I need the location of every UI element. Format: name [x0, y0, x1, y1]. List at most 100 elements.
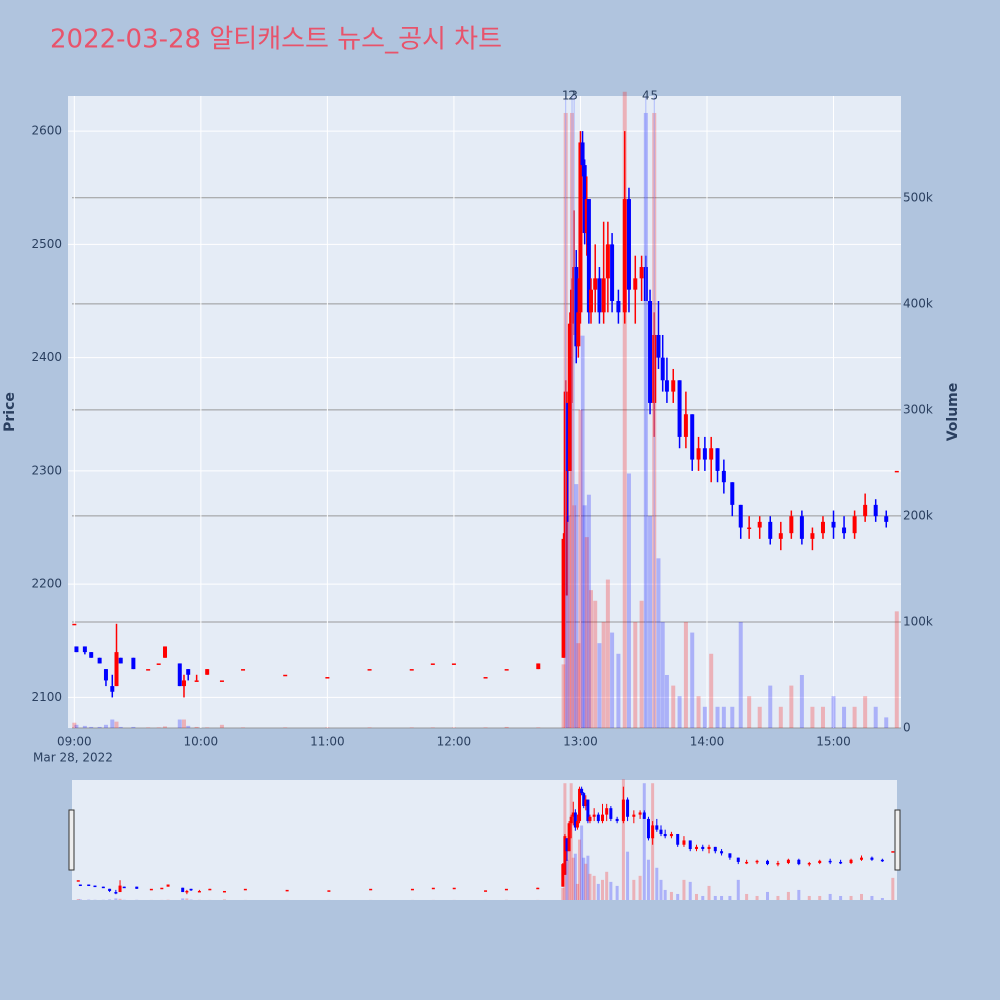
- candle-body: [842, 527, 847, 534]
- candle-body: [569, 816, 573, 824]
- volume-bar: [78, 899, 82, 900]
- volume-bar: [76, 898, 80, 900]
- candle-body: [452, 887, 456, 890]
- volume-bar: [72, 722, 77, 728]
- candle-body: [181, 680, 186, 687]
- candle-body: [609, 808, 613, 819]
- slider-handle[interactable]: [68, 809, 75, 871]
- volume-bar: [610, 632, 615, 728]
- candle-body: [677, 380, 682, 437]
- volume-bar: [580, 335, 585, 728]
- candle-body: [807, 863, 811, 865]
- candle-body: [682, 840, 686, 845]
- candle-body: [621, 799, 625, 822]
- candle-body: [820, 521, 825, 534]
- candle-body: [327, 890, 331, 892]
- volume-bar: [660, 621, 665, 728]
- y2-tick-label: 100k: [903, 614, 933, 628]
- volume-bar: [655, 867, 659, 900]
- volume-bar: [842, 706, 847, 728]
- candle-body: [565, 402, 570, 471]
- candle-body: [701, 846, 705, 850]
- volume-bar: [575, 883, 579, 900]
- candle-body: [755, 860, 759, 863]
- candle-body: [563, 836, 567, 875]
- candle-body: [561, 864, 565, 887]
- volume-bar: [573, 853, 577, 900]
- volume-bar: [609, 881, 613, 900]
- candle-body: [715, 448, 720, 471]
- volume-bar: [451, 727, 456, 728]
- candle-body: [588, 816, 592, 822]
- volume-bar: [639, 600, 644, 728]
- volume-bar: [659, 879, 663, 900]
- candle-body: [633, 278, 638, 290]
- volume-bar: [596, 883, 600, 900]
- volume-bar: [656, 558, 661, 728]
- candle-body: [536, 663, 541, 670]
- volume-bar: [592, 875, 596, 900]
- candle-body: [189, 888, 193, 891]
- volume-bar: [582, 857, 586, 900]
- volume-bar: [177, 719, 182, 728]
- candle-body: [651, 825, 655, 839]
- candle-body: [757, 521, 762, 528]
- candle-body: [76, 880, 80, 882]
- volume-bar: [786, 891, 790, 900]
- candle-body: [97, 657, 102, 664]
- range-slider[interactable]: [72, 780, 897, 900]
- candle-body: [683, 414, 688, 437]
- volume-bar: [325, 727, 330, 728]
- y-tick-label: 2400: [31, 350, 62, 364]
- volume-bar: [219, 724, 224, 728]
- candle-body: [578, 142, 583, 313]
- candle-body: [451, 663, 456, 665]
- volume-bar: [430, 727, 435, 728]
- volume-bar: [582, 505, 587, 728]
- candle-body: [367, 669, 372, 671]
- volume-bar: [565, 515, 570, 728]
- volume-bar: [683, 621, 688, 728]
- candle-body: [186, 669, 191, 675]
- candle-body: [409, 669, 414, 671]
- candle-body: [638, 812, 642, 815]
- candle-body: [663, 833, 667, 837]
- candle-body: [222, 890, 226, 893]
- volume-bar: [799, 674, 804, 728]
- volume-bar: [891, 877, 895, 900]
- x-tick-label: 13:00: [563, 735, 598, 749]
- candle-body: [430, 663, 435, 665]
- candle-body: [484, 890, 488, 892]
- volume-bar: [584, 537, 589, 728]
- candle-body: [694, 846, 698, 850]
- volume-bar: [755, 895, 759, 900]
- candle-body: [738, 504, 743, 528]
- candle-body: [194, 680, 199, 682]
- volume-bar: [863, 696, 868, 728]
- candle-body: [561, 538, 566, 658]
- volume-bar: [831, 696, 836, 728]
- candle-body: [778, 533, 783, 539]
- volume-bar: [626, 851, 630, 900]
- candle-body: [103, 669, 108, 681]
- volume-bar: [588, 590, 593, 728]
- volume-bar: [778, 706, 783, 728]
- volume-bar: [839, 895, 843, 900]
- candle-body: [483, 677, 488, 679]
- volume-bar: [696, 696, 701, 728]
- slider-handle[interactable]: [894, 809, 901, 871]
- candle-body: [146, 669, 151, 671]
- volume-bar: [565, 859, 569, 900]
- candle-body: [567, 823, 571, 852]
- candle-body: [567, 323, 572, 471]
- candle-body: [576, 312, 581, 347]
- candle-body: [586, 799, 590, 822]
- candle-body: [789, 516, 794, 534]
- volume-bar: [694, 893, 698, 900]
- candle-body: [669, 833, 673, 837]
- volume-bar: [638, 875, 642, 900]
- volume-bar: [367, 727, 372, 728]
- volume-bar: [690, 632, 695, 728]
- volume-bar: [483, 727, 488, 728]
- volume-bar: [74, 724, 79, 728]
